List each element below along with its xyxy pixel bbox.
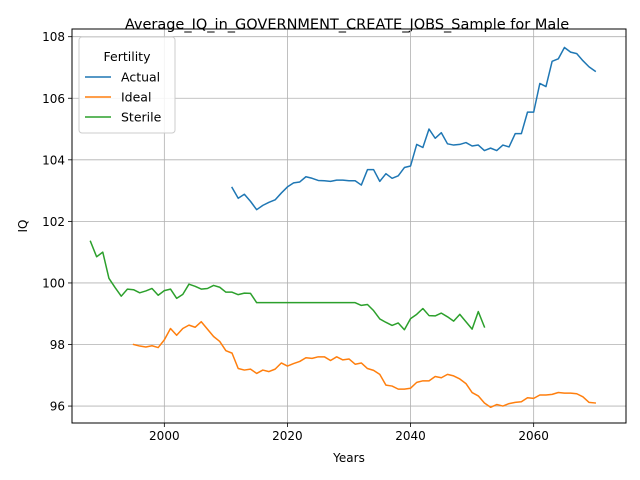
- series-line-actual: [231, 46, 597, 211]
- series-lines: [89, 46, 597, 409]
- y-tick-label: 104: [42, 153, 65, 167]
- y-axis-title: IQ: [16, 220, 30, 233]
- y-tick-label: 100: [42, 276, 65, 290]
- plot-frame: [71, 28, 627, 424]
- x-tick-label: 2000: [149, 429, 180, 443]
- x-tick-label: 2060: [518, 429, 549, 443]
- chart-title: Average_IQ_in_GOVERNMENT_CREATE_JOBS_Sam…: [125, 17, 569, 33]
- y-tick-label: 108: [42, 30, 65, 44]
- legend-label-actual: Actual: [121, 70, 160, 85]
- legend-items: Actual Ideal Sterile: [85, 70, 162, 125]
- legend-title: Fertility: [104, 49, 152, 64]
- legend: Fertility Actual Ideal Sterile: [78, 36, 176, 134]
- axis-ticks: 2000 2020 2040 2060 96 98 100 102 104 106 108: [42, 30, 549, 443]
- x-axis-title: Years: [332, 451, 365, 465]
- x-tick-label: 2040: [395, 429, 426, 443]
- y-tick-label: 98: [50, 338, 65, 352]
- legend-label-ideal: Ideal: [121, 90, 151, 105]
- x-tick-label: 2020: [272, 429, 303, 443]
- y-tick-label: 106: [42, 92, 65, 106]
- series-line-sterile: [89, 240, 486, 331]
- legend-label-sterile: Sterile: [121, 110, 162, 125]
- series-line-ideal: [132, 320, 597, 409]
- y-tick-label: 102: [42, 215, 65, 229]
- y-tick-label: 96: [50, 400, 65, 414]
- legend-box: [78, 36, 176, 134]
